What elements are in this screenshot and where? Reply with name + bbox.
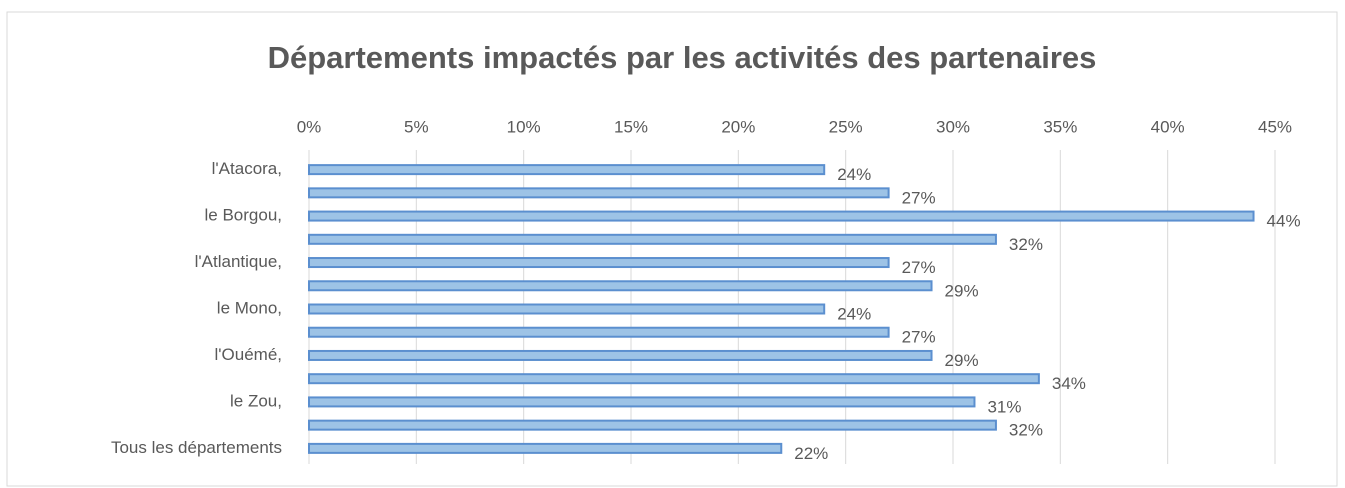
bar [308,442,783,454]
bar [308,396,976,408]
data-label: 27% [902,188,936,207]
chart-border [6,11,1338,487]
y-tick-label: l'Atacora, [212,159,282,178]
data-label: 24% [837,165,871,184]
x-tick-label: 35% [1043,117,1077,136]
x-tick-label: 15% [614,117,648,136]
data-label: 31% [987,397,1021,416]
data-label: 24% [837,304,871,323]
data-label: 27% [902,258,936,277]
y-tick-label: le Zou, [230,391,282,410]
x-tick-label: 25% [829,117,863,136]
x-tick-label: 40% [1151,117,1185,136]
bar [308,303,826,315]
bar [308,280,933,292]
x-tick-label: 0% [297,117,322,136]
bar [308,233,997,245]
y-tick-label: le Borgou, [205,206,283,225]
bar [308,349,933,361]
x-tick-label: 5% [404,117,429,136]
data-label: 32% [1009,421,1043,440]
bar [308,187,890,199]
y-tick-label: Tous les départements [111,438,282,457]
data-label: 29% [945,281,979,300]
chart-title: Départements impactés par les activités … [268,40,1097,75]
bar [308,257,890,269]
x-tick-label: 30% [936,117,970,136]
bar [308,326,890,338]
bar [308,373,1040,385]
y-tick-label: l'Atlantique, [195,252,282,271]
data-label: 32% [1009,235,1043,254]
data-label: 27% [902,328,936,347]
data-label: 34% [1052,374,1086,393]
bar [308,164,826,176]
data-label: 29% [945,351,979,370]
bar [308,419,997,431]
x-tick-label: 20% [721,117,755,136]
data-label: 22% [794,444,828,463]
x-tick-label: 10% [507,117,541,136]
data-label: 44% [1267,212,1301,231]
x-tick-label: 45% [1258,117,1292,136]
y-tick-label: l'Ouémé, [215,345,283,364]
bar [308,210,1255,222]
y-tick-label: le Mono, [217,298,282,317]
